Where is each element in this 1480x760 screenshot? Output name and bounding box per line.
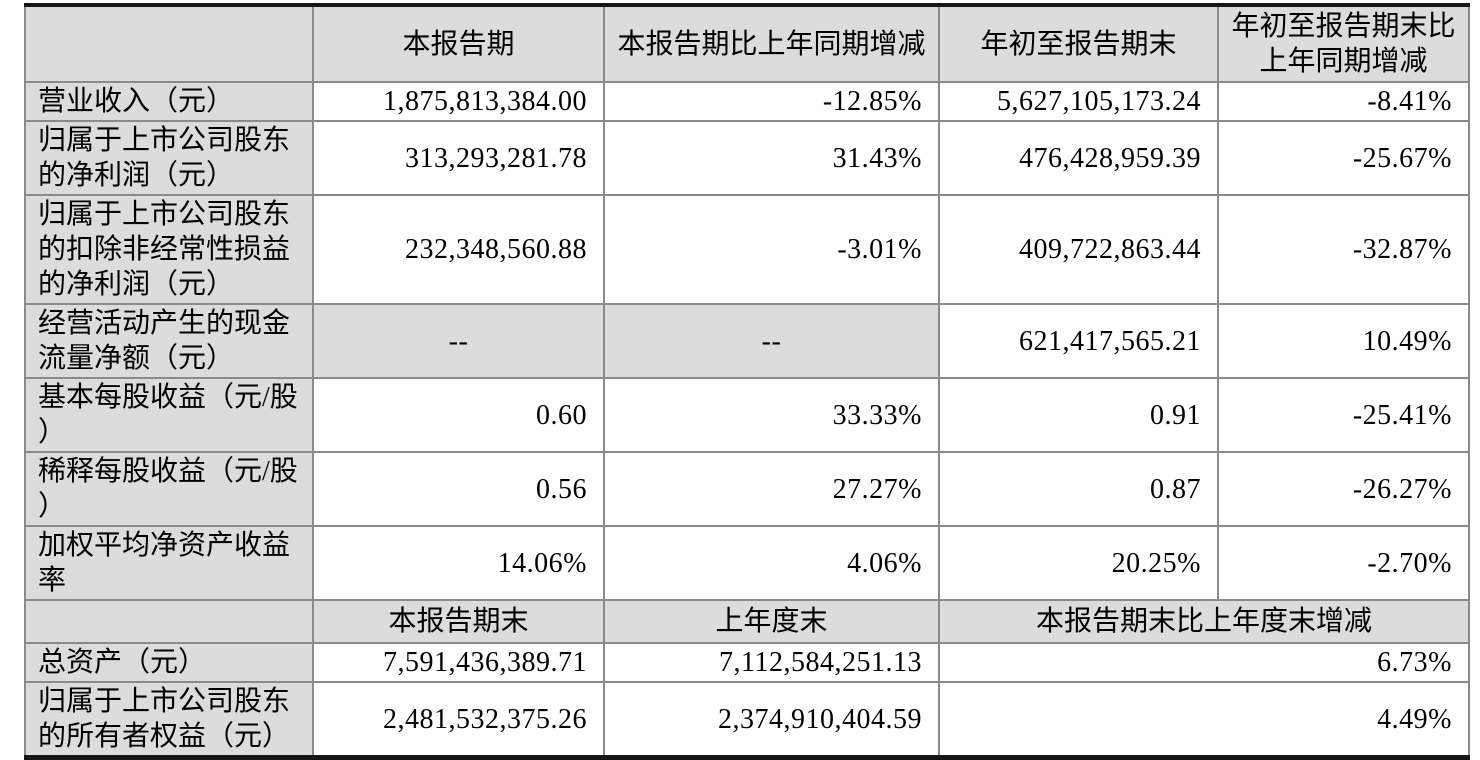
- header-cell: 年初至报告期末比上年同期增减: [1217, 4, 1470, 83]
- value-cell: -25.41%: [1217, 377, 1470, 453]
- value-cell: 2,374,910,404.59: [603, 681, 940, 759]
- value-cell: -12.85%: [603, 81, 940, 122]
- table-row: 经营活动产生的现金流量净额（元） -- -- 621,417,565.21 10.49%: [24, 303, 1470, 379]
- table-header-row: 本报告期末 上年度末 本报告期末比上年度末增减: [24, 599, 1470, 644]
- empty-value-cell: --: [603, 303, 940, 379]
- value-cell: 14.06%: [312, 525, 605, 601]
- financial-summary-table: 本报告期 本报告期比上年同期增减 年初至报告期末 年初至报告期末比上年同期增减 营业收入…: [24, 3, 1470, 760]
- row-label-cell: 经营活动产生的现金流量净额（元）: [24, 303, 314, 379]
- row-label-cell: 归属于上市公司股东的扣除非经常性损益的净利润（元）: [24, 194, 314, 305]
- header-cell: [24, 4, 314, 83]
- value-cell: 2,481,532,375.26: [312, 681, 605, 759]
- row-label-cell: 营业收入（元）: [24, 81, 314, 122]
- value-cell: 7,112,584,251.13: [603, 642, 940, 683]
- table-header-row: 本报告期 本报告期比上年同期增减 年初至报告期末 年初至报告期末比上年同期增减: [24, 4, 1470, 83]
- value-cell: 7,591,436,389.71: [312, 642, 605, 683]
- financial-table-body: 本报告期 本报告期比上年同期增减 年初至报告期末 年初至报告期末比上年同期增减 营业收入…: [24, 4, 1470, 759]
- value-cell: -2.70%: [1217, 525, 1470, 601]
- value-cell: 621,417,565.21: [938, 303, 1219, 379]
- table-row: 基本每股收益（元/股） 0.60 33.33% 0.91 -25.41%: [24, 377, 1470, 453]
- row-label-cell: 总资产（元）: [24, 642, 314, 683]
- header-cell: 本报告期比上年同期增减: [603, 4, 940, 83]
- value-cell: 20.25%: [938, 525, 1219, 601]
- table-row: 归属于上市公司股东的净利润（元） 313,293,281.78 31.43% 476,…: [24, 120, 1470, 196]
- value-cell: 0.87: [938, 451, 1219, 527]
- header-cell: 本报告期: [312, 4, 605, 83]
- value-cell: 4.49%: [938, 681, 1470, 759]
- table-row: 加权平均净资产收益率 14.06% 4.06% 20.25% -2.70%: [24, 525, 1470, 601]
- row-label-cell: 加权平均净资产收益率: [24, 525, 314, 601]
- header-cell: 上年度末: [603, 599, 940, 644]
- value-cell: 232,348,560.88: [312, 194, 605, 305]
- table-row: 归属于上市公司股东的所有者权益（元） 2,481,532,375.26 2,374,…: [24, 681, 1470, 759]
- value-cell: 33.33%: [603, 377, 940, 453]
- row-label-cell: 归属于上市公司股东的净利润（元）: [24, 120, 314, 196]
- value-cell: 10.49%: [1217, 303, 1470, 379]
- table-row: 稀释每股收益（元/股） 0.56 27.27% 0.87 -26.27%: [24, 451, 1470, 527]
- header-cell: 本报告期末: [312, 599, 605, 644]
- row-label-cell: 归属于上市公司股东的所有者权益（元）: [24, 681, 314, 759]
- empty-value-cell: --: [312, 303, 605, 379]
- value-cell: 27.27%: [603, 451, 940, 527]
- value-cell: -25.67%: [1217, 120, 1470, 196]
- value-cell: 4.06%: [603, 525, 940, 601]
- value-cell: 409,722,863.44: [938, 194, 1219, 305]
- financial-table-container: 本报告期 本报告期比上年同期增减 年初至报告期末 年初至报告期末比上年同期增减 营业收入…: [24, 3, 1470, 760]
- header-cell: 本报告期末比上年度末增减: [938, 599, 1470, 644]
- value-cell: -3.01%: [603, 194, 940, 305]
- value-cell: 476,428,959.39: [938, 120, 1219, 196]
- value-cell: -26.27%: [1217, 451, 1470, 527]
- value-cell: 313,293,281.78: [312, 120, 605, 196]
- header-cell: [24, 599, 314, 644]
- table-row: 营业收入（元） 1,875,813,384.00 -12.85% 5,627,105,…: [24, 81, 1470, 122]
- value-cell: 0.56: [312, 451, 605, 527]
- value-cell: -32.87%: [1217, 194, 1470, 305]
- row-label-cell: 稀释每股收益（元/股）: [24, 451, 314, 527]
- header-cell: 年初至报告期末: [938, 4, 1219, 83]
- table-row: 归属于上市公司股东的扣除非经常性损益的净利润（元） 232,348,560.88-…: [24, 194, 1470, 305]
- value-cell: 0.60: [312, 377, 605, 453]
- table-row: 总资产（元） 7,591,436,389.71 7,112,584,251.13 6.…: [24, 642, 1470, 683]
- value-cell: 1,875,813,384.00: [312, 81, 605, 122]
- value-cell: 6.73%: [938, 642, 1470, 683]
- value-cell: 5,627,105,173.24: [938, 81, 1219, 122]
- value-cell: -8.41%: [1217, 81, 1470, 122]
- row-label-cell: 基本每股收益（元/股）: [24, 377, 314, 453]
- value-cell: 31.43%: [603, 120, 940, 196]
- value-cell: 0.91: [938, 377, 1219, 453]
